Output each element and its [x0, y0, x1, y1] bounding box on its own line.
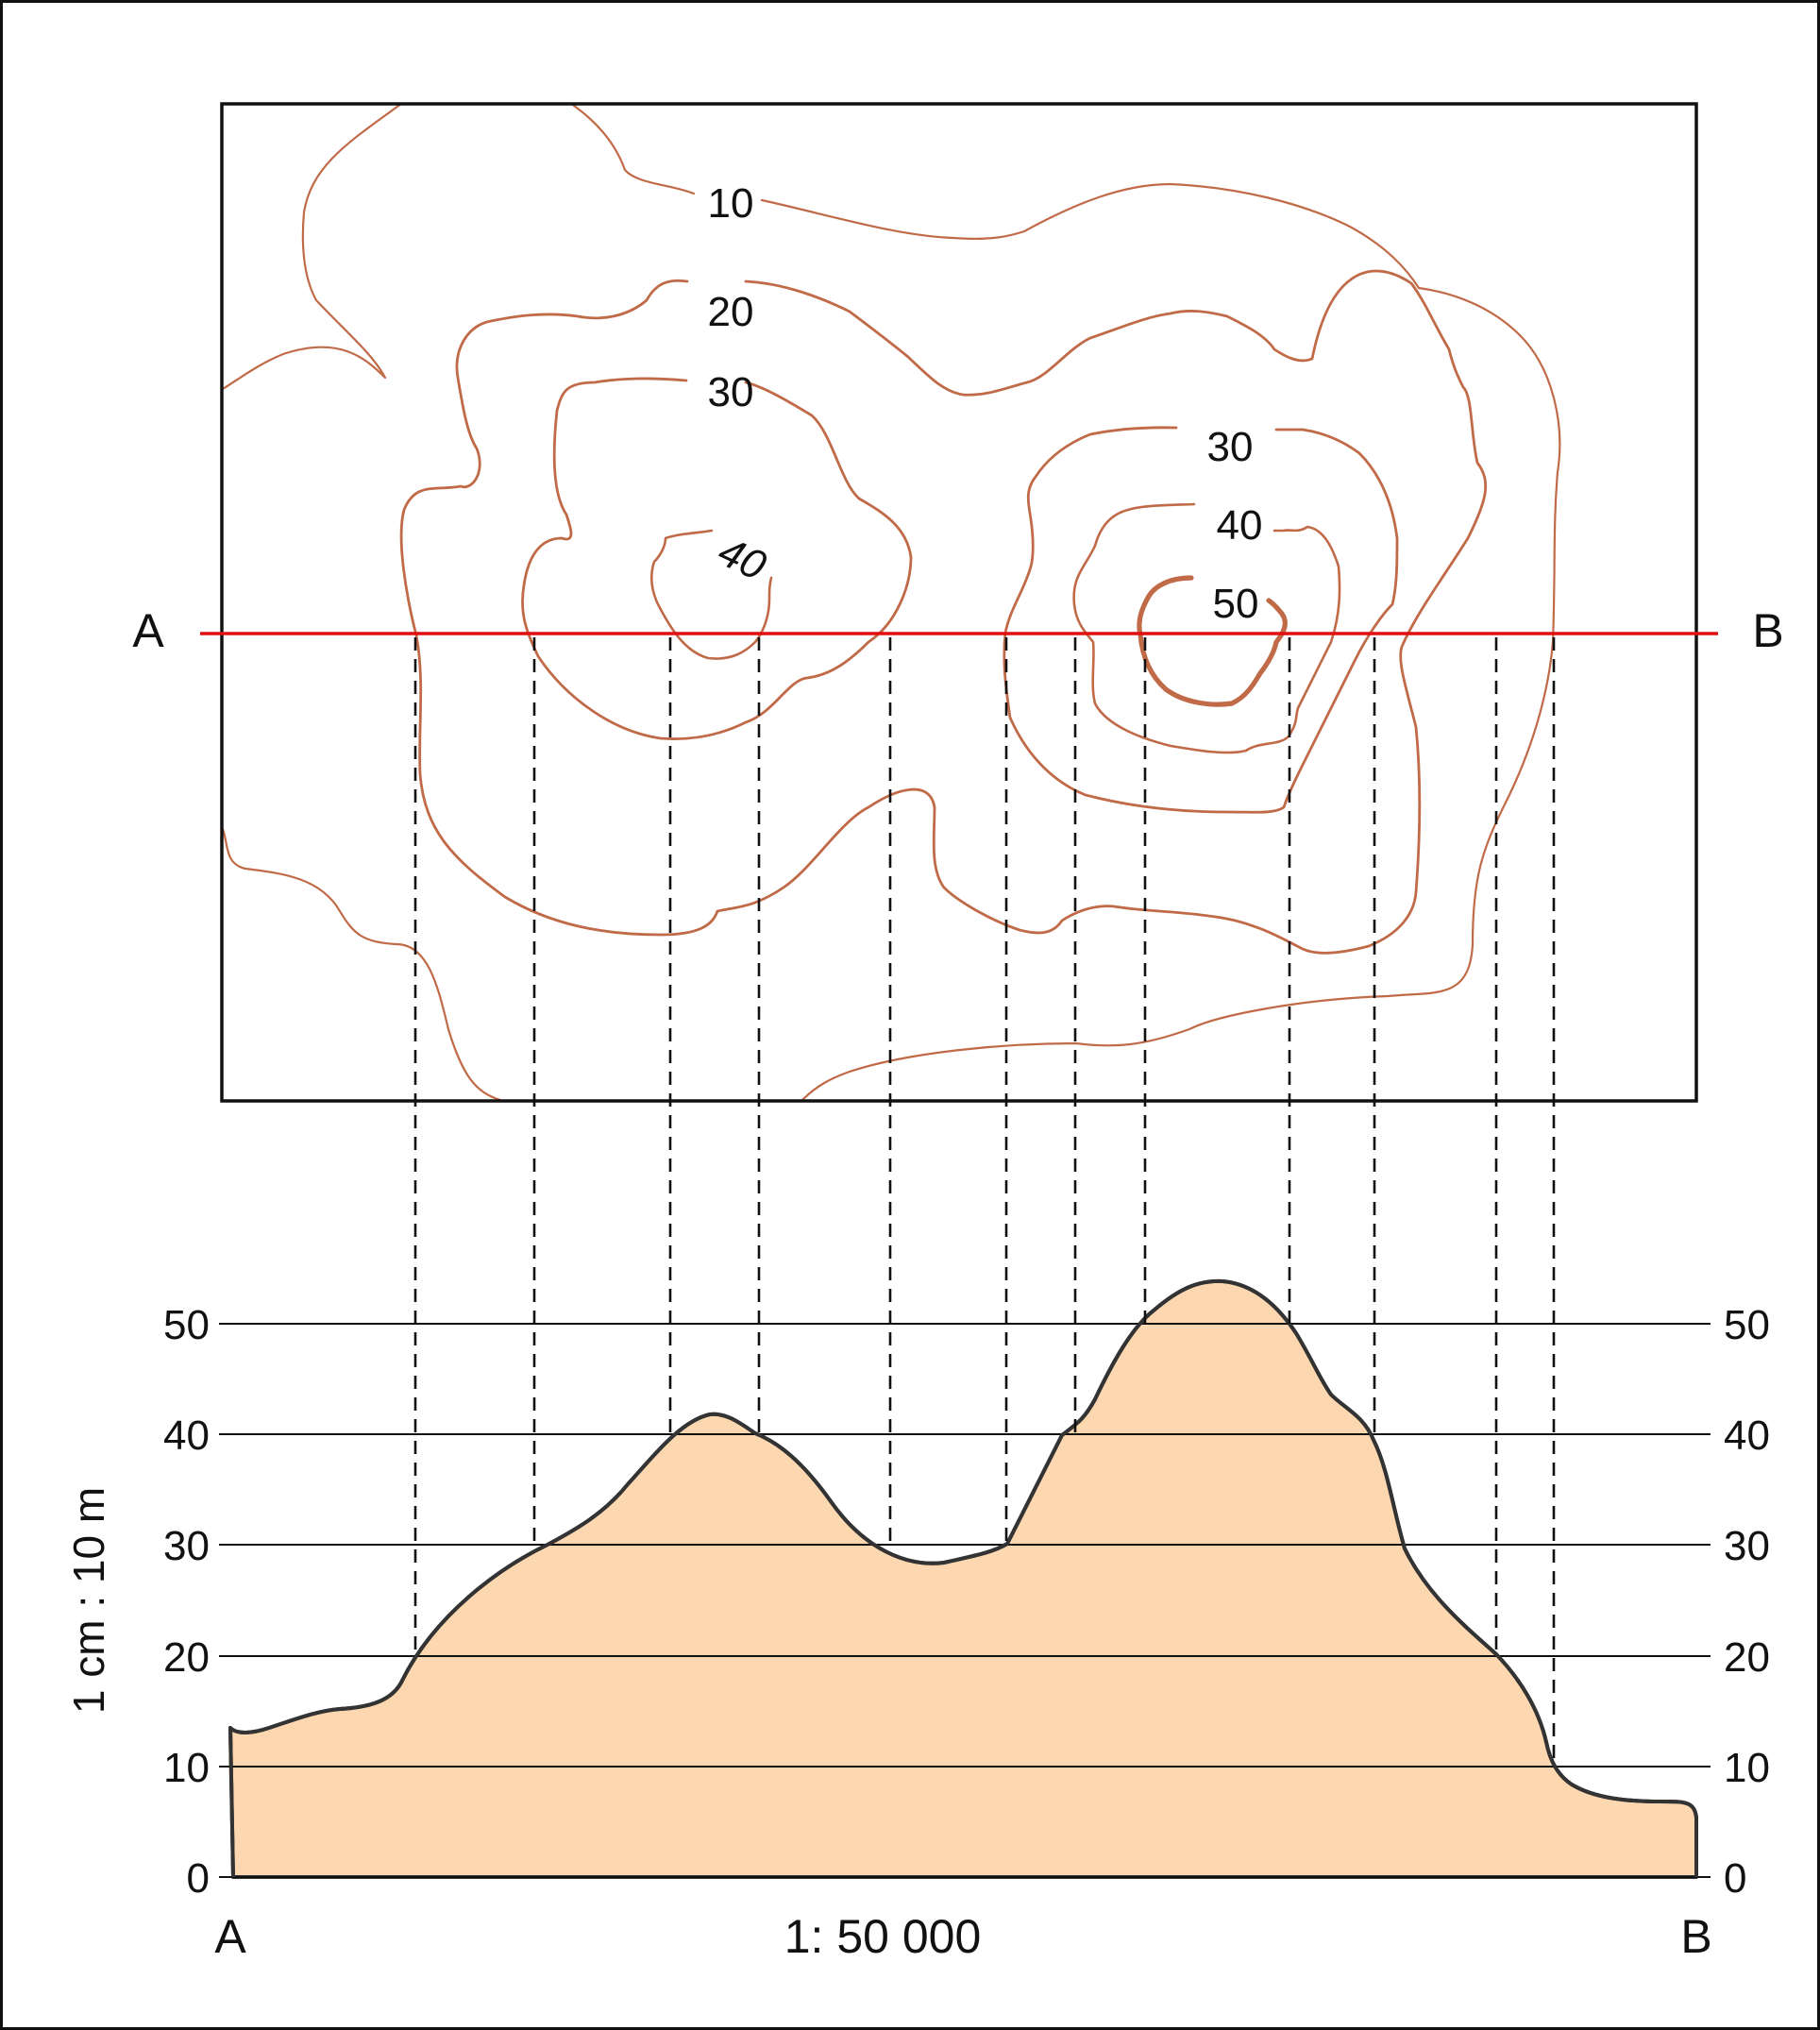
left-tick-20: 20 [163, 1634, 210, 1681]
right-tick-20: 20 [1724, 1634, 1770, 1681]
contour-label-40-west: 40 [712, 528, 774, 589]
projection-lines [413, 637, 1556, 1767]
contour-label-30-east: 30 [1207, 424, 1254, 470]
right-tick-30: 30 [1724, 1523, 1770, 1569]
horizontal-scale-label: 1: 50 000 [784, 1910, 982, 1963]
contour-label-20-west: 20 [708, 289, 754, 335]
left-axis-labels: 50 40 30 20 10 0 [163, 1302, 210, 1902]
profile-point-b: B [1680, 1910, 1711, 1963]
map-point-a: A [132, 604, 164, 657]
contour-map: 10 20 30 40 30 40 50 A B [132, 102, 1784, 1103]
map-frame [220, 102, 1698, 1103]
contour-label-10: 10 [708, 180, 754, 227]
right-tick-10: 10 [1724, 1745, 1770, 1791]
left-tick-0: 0 [187, 1855, 210, 1902]
map-point-b: B [1752, 604, 1783, 657]
profile-point-a: A [214, 1910, 246, 1963]
left-tick-10: 10 [163, 1745, 210, 1791]
elevation-profile: 50 40 30 20 10 0 50 40 30 20 10 0 1 cm :… [64, 637, 1770, 1963]
right-tick-0: 0 [1724, 1855, 1746, 1902]
right-tick-50: 50 [1724, 1302, 1770, 1348]
elevation-gridlines [219, 1323, 1710, 1878]
contour-30-west [521, 377, 913, 740]
left-tick-30: 30 [163, 1523, 210, 1569]
left-tick-40: 40 [163, 1413, 210, 1459]
left-tick-50: 50 [163, 1302, 210, 1348]
contour-10 [223, 104, 1561, 1100]
profile-area [228, 1278, 1698, 1879]
profile-outline [228, 1278, 1698, 1878]
contour-30-east [1003, 426, 1399, 814]
contour-label-40-east: 40 [1217, 502, 1263, 549]
right-tick-40: 40 [1724, 1413, 1770, 1459]
contour-40-west [649, 529, 773, 660]
vertical-scale-label: 1 cm : 10 m [64, 1487, 113, 1714]
contour-40-east [1072, 502, 1341, 754]
contour-20 [399, 269, 1488, 955]
contour-50-east [1137, 575, 1288, 707]
contour-label-50-east: 50 [1213, 581, 1259, 627]
right-axis-labels: 50 40 30 20 10 0 [1724, 1302, 1770, 1902]
contour-label-30-west: 30 [708, 369, 754, 415]
